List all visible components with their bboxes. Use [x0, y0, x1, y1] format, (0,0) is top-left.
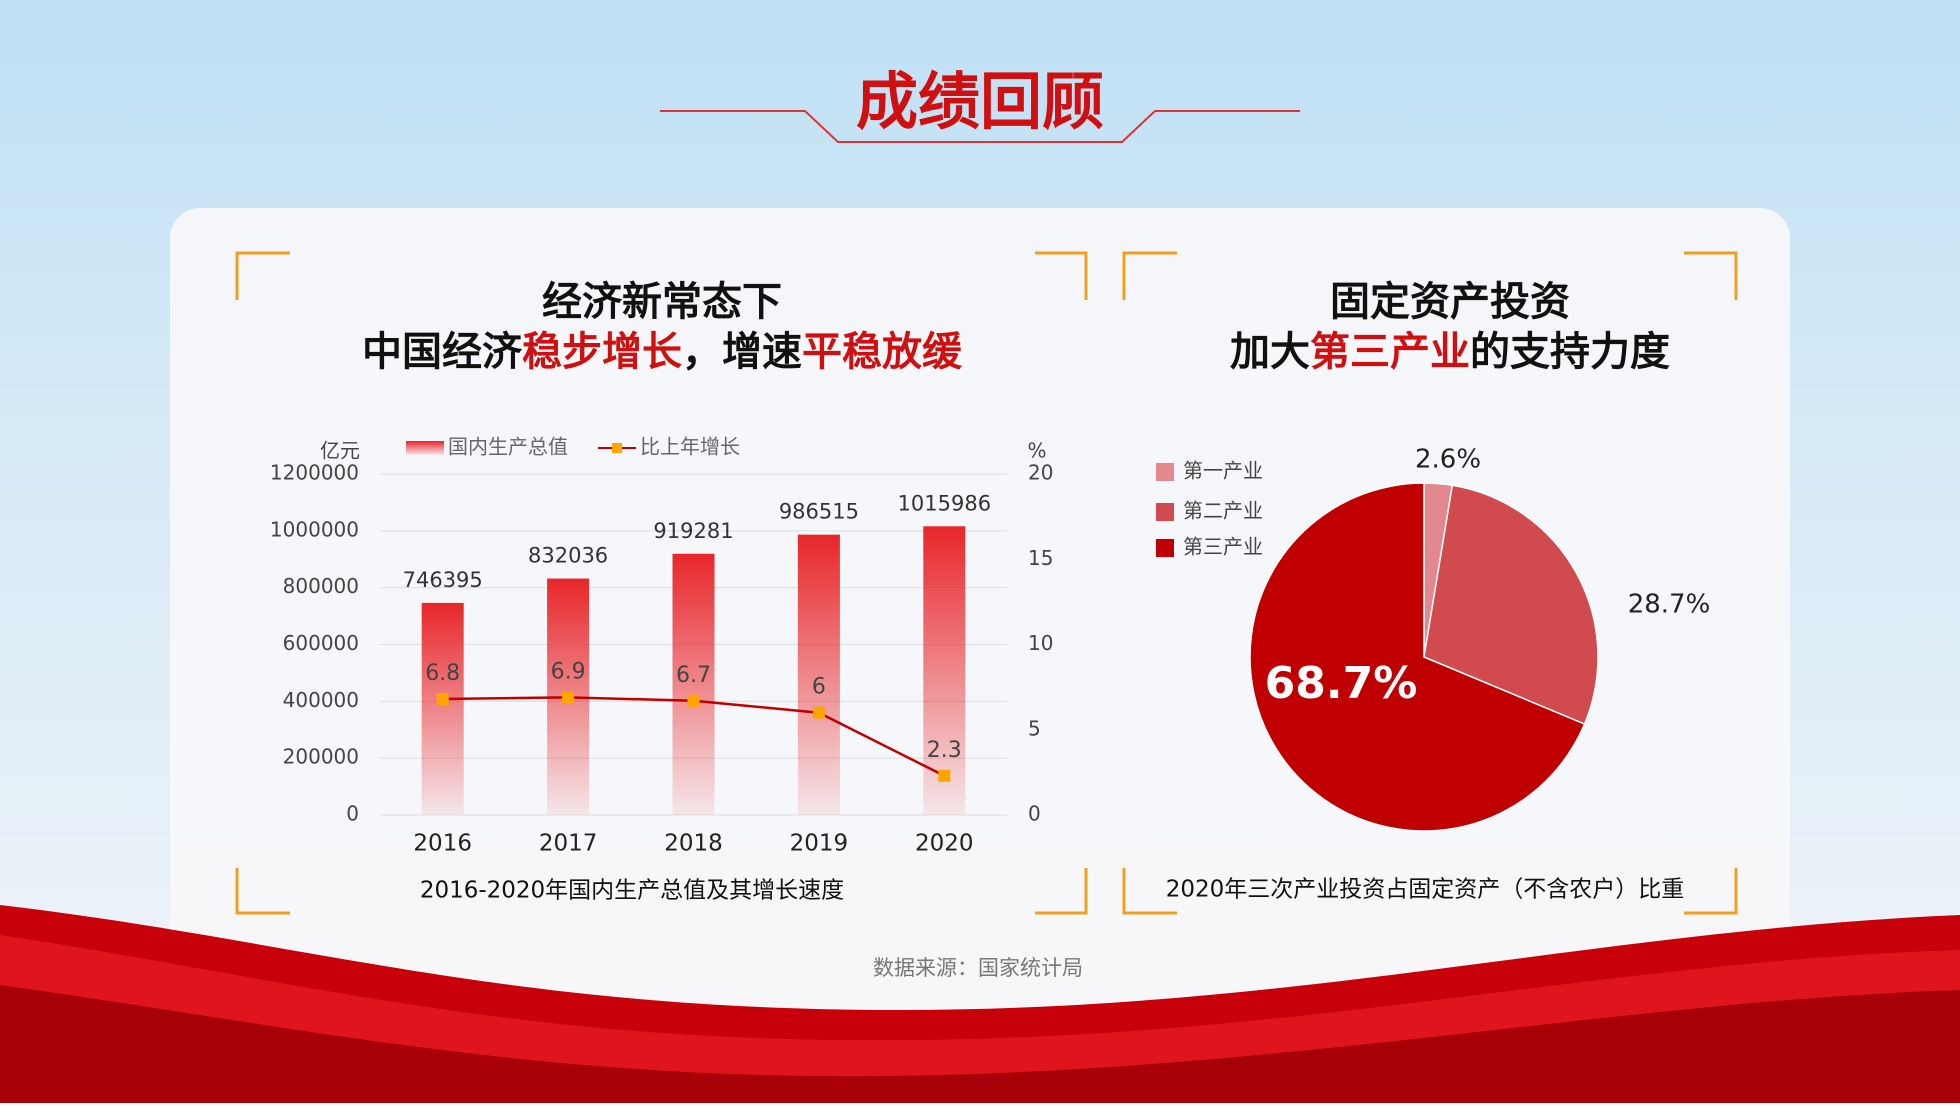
page-title: 成绩回顾 [856, 65, 1104, 138]
data-label: 6.8 [425, 661, 460, 686]
marker [562, 691, 575, 704]
legend-swatch [406, 441, 444, 455]
legend-swatch [1156, 539, 1174, 557]
y2-tick-label: 10 [1028, 631, 1053, 655]
data-label: 832036 [528, 544, 608, 568]
title-segment: 平稳放缓 [802, 329, 963, 375]
marker [812, 706, 825, 719]
x-tick-label: 2020 [915, 831, 974, 857]
marker [436, 693, 449, 706]
y2-tick-label: 20 [1028, 461, 1053, 485]
legend-label: 第三产业 [1183, 535, 1263, 559]
chart-caption: 2020年三次产业投资占固定资产（不含农户）比重 [1166, 877, 1685, 903]
chart-title: 中国经济稳步增长，增速平稳放缓 [362, 329, 963, 375]
pie-slice [1249, 482, 1586, 832]
data-label: 746395 [403, 568, 483, 592]
y-tick-label: 0 [346, 802, 359, 826]
x-tick-label: 2017 [539, 831, 598, 857]
x-tick-label: 2016 [413, 831, 472, 857]
legend-label: 国内生产总值 [448, 435, 568, 459]
title-segment: 经济新常态下 [542, 279, 782, 325]
data-label: 68.7% [1265, 658, 1418, 709]
data-label: 6.7 [676, 663, 711, 688]
title-segment: ，增速 [682, 329, 802, 375]
y-tick-label: 800000 [283, 574, 359, 598]
legend-label: 比上年增长 [640, 435, 740, 459]
chart-title: 经济新常态下 [542, 279, 782, 325]
data-label: 2.6% [1415, 445, 1481, 475]
data-label: 1015986 [898, 491, 992, 515]
y2-tick-label: 15 [1028, 546, 1053, 570]
bar [797, 534, 840, 815]
y2-axis-label: % [1027, 439, 1046, 463]
y-tick-label: 1000000 [270, 517, 359, 541]
title-segment: 加大 [1230, 329, 1310, 375]
legend-label: 第一产业 [1183, 459, 1263, 483]
y-tick-label: 600000 [283, 631, 359, 655]
y-tick-label: 400000 [283, 688, 359, 712]
ribbon [0, 985, 1960, 1103]
y-axis-label: 亿元 [320, 439, 360, 463]
bar [923, 526, 966, 815]
marker [687, 694, 700, 707]
title-segment: 第三产业 [1310, 329, 1470, 375]
bar [421, 602, 464, 815]
y-tick-label: 200000 [283, 745, 359, 769]
data-label: 6.9 [551, 659, 586, 684]
data-label: 28.7% [1628, 590, 1711, 620]
legend-label: 第二产业 [1183, 499, 1263, 523]
x-tick-label: 2018 [664, 831, 723, 857]
y-tick-label: 1200000 [270, 461, 359, 485]
title-segment: 的支持力度 [1470, 329, 1670, 375]
chart-title: 固定资产投资 [1330, 279, 1570, 325]
chart-caption: 2016-2020年国内生产总值及其增长速度 [420, 878, 844, 904]
data-label: 2.3 [927, 738, 962, 763]
data-label: 919281 [653, 519, 733, 543]
y2-tick-label: 5 [1028, 716, 1041, 740]
marker [938, 769, 951, 782]
title-segment: 固定资产投资 [1330, 279, 1570, 325]
legend-swatch [1156, 463, 1174, 481]
title-segment: 稳步增长 [522, 329, 682, 375]
chart-title: 加大第三产业的支持力度 [1230, 329, 1670, 375]
x-tick-label: 2019 [790, 831, 849, 857]
title-ornament [660, 110, 1300, 143]
source: 数据来源：国家统计局 [873, 956, 1083, 980]
pie-slice [1423, 484, 1599, 726]
bar [672, 553, 715, 815]
legend-swatch [1156, 503, 1174, 521]
data-label: 6 [812, 675, 826, 700]
y2-tick-label: 0 [1028, 802, 1041, 826]
legend-swatch [612, 443, 622, 453]
data-label: 986515 [779, 500, 859, 524]
title-segment: 中国经济 [362, 329, 523, 375]
frames [235, 251, 1738, 915]
